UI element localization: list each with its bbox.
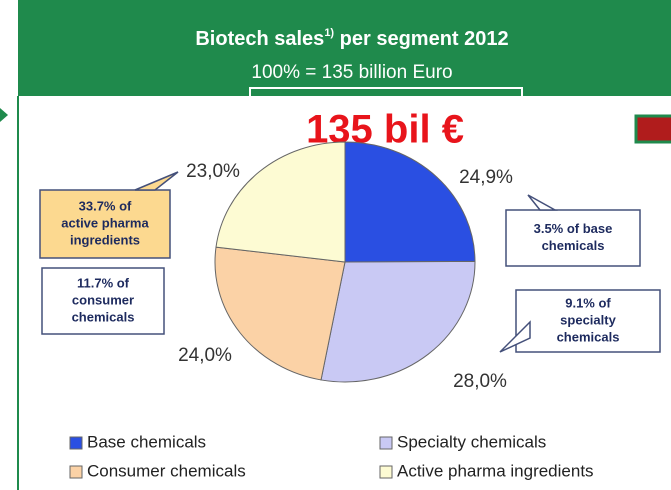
chart-title: Biotech sales1) per segment 2012 <box>195 27 508 50</box>
flag-box <box>634 114 671 144</box>
pie-slice <box>215 141 346 263</box>
value-label: 24,0% <box>178 345 232 366</box>
callout-text: chemicals <box>557 329 620 344</box>
callout-text: 9.1% of <box>565 295 611 310</box>
legend-label: Specialty chemicals <box>397 432 546 451</box>
callout-box <box>515 289 661 353</box>
value-label: 23,0% <box>186 161 240 182</box>
callout-text: 3.5% of base <box>534 221 613 236</box>
chart-subtitle: 100% = 135 billion Euro <box>251 62 452 83</box>
callout-text: specialty <box>560 312 616 327</box>
value-label: 28,0% <box>453 371 507 392</box>
callout-text: consumer <box>72 292 134 307</box>
legend-swatch <box>69 436 83 450</box>
value-label: 24,9% <box>459 167 513 188</box>
legend-label: Consumer chemicals <box>87 461 246 480</box>
callout-tail <box>527 194 558 211</box>
pie-slice <box>214 246 346 381</box>
callout-box <box>39 189 171 259</box>
left-arrow <box>0 108 8 122</box>
pie-slice <box>344 141 476 263</box>
callout-text: active pharma <box>61 215 149 230</box>
legend-swatch <box>379 436 393 450</box>
pie-slice <box>320 260 476 383</box>
title-text: Biotech sales <box>195 28 324 50</box>
callout-text: chemicals <box>72 309 135 324</box>
legend-label: Active pharma ingredients <box>397 461 594 480</box>
title-text: per segment 2012 <box>334 28 509 50</box>
bracket <box>249 87 523 100</box>
title-superscript: 1) <box>324 27 334 39</box>
callout-tail <box>499 320 531 353</box>
callout-text: 11.7% of <box>77 275 130 290</box>
legend-label: Base chemicals <box>87 432 206 451</box>
callout-text: chemicals <box>542 238 605 253</box>
legend-swatch <box>379 465 393 479</box>
legend-swatch <box>69 465 83 479</box>
callout-tail <box>134 171 179 191</box>
callout-text: ingredients <box>70 232 140 247</box>
callout-box <box>41 267 165 335</box>
callout-box <box>505 209 641 267</box>
callout-text: 33.7% of <box>79 198 132 213</box>
header-band <box>18 0 671 96</box>
